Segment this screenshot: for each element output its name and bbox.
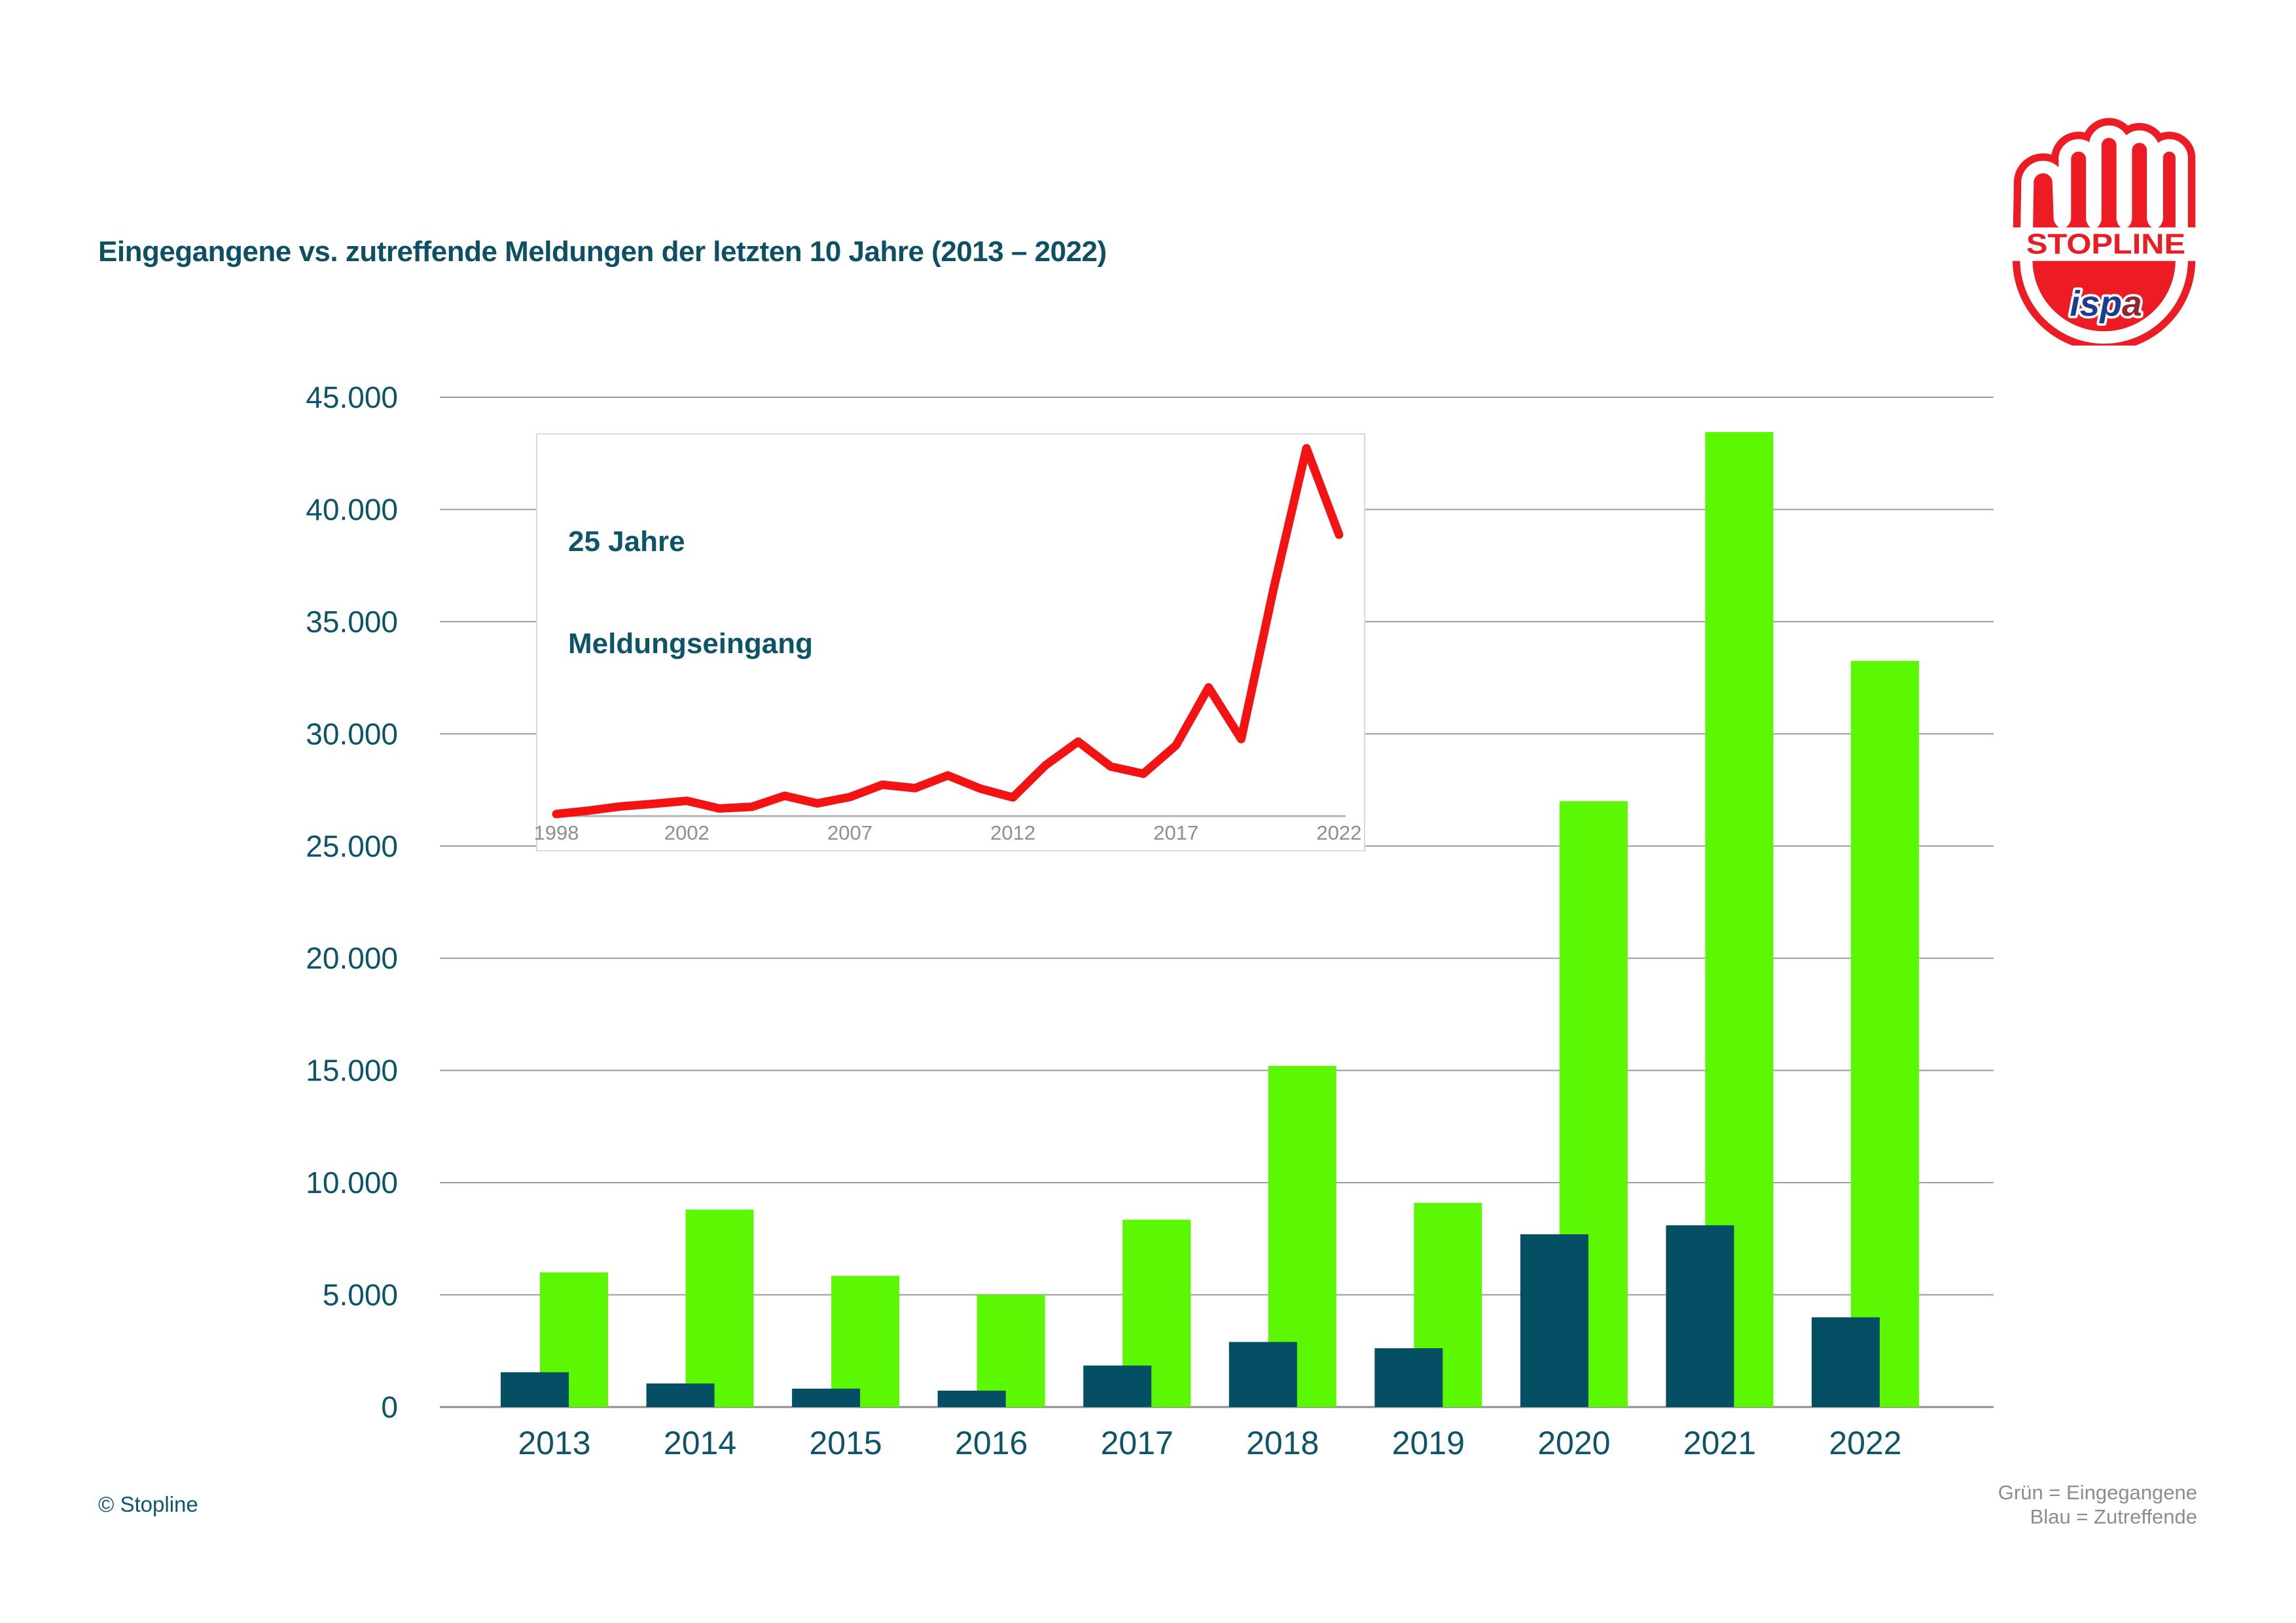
logo-ispa-prefix: isp bbox=[2070, 283, 2122, 323]
legend-green-line: Grün = Eingegangene bbox=[1998, 1481, 2197, 1504]
inset-chart-title: 25 Jahre Meldungseingang bbox=[568, 457, 813, 695]
inset-line-meldungseingang bbox=[552, 444, 1344, 819]
y-axis-label-10.000: 10.000 bbox=[306, 1166, 398, 1200]
bar-eingegangene-2022 bbox=[1850, 660, 1919, 1407]
page-title: Eingegangene vs. zutreffende Meldungen d… bbox=[98, 236, 1107, 268]
logo-stopline-label: STOPLINE bbox=[2026, 228, 2185, 260]
x-axis-label-2017: 2017 bbox=[1101, 1425, 1174, 1461]
x-axis-label-2016: 2016 bbox=[955, 1425, 1028, 1461]
bar-zutreffende-2022 bbox=[1811, 1317, 1880, 1407]
x-axis-label-2013: 2013 bbox=[518, 1425, 590, 1461]
x-axis-label-2021: 2021 bbox=[1683, 1425, 1756, 1461]
y-axis-label-25.000: 25.000 bbox=[306, 829, 398, 863]
bar-zutreffende-2014 bbox=[646, 1383, 715, 1407]
bar-zutreffende-2015 bbox=[792, 1388, 861, 1407]
logo-ispa-label: ispa bbox=[2070, 283, 2142, 323]
bar-zutreffende-2017 bbox=[1083, 1365, 1152, 1407]
bar-zutreffende-2018 bbox=[1229, 1342, 1297, 1407]
inset-x-label-2002: 2002 bbox=[664, 821, 709, 844]
y-axis-label-20.000: 20.000 bbox=[306, 941, 398, 975]
x-axis-label-2022: 2022 bbox=[1829, 1425, 1901, 1461]
y-axis-label-0: 0 bbox=[381, 1390, 398, 1424]
bar-eingegangene-2014 bbox=[685, 1209, 754, 1407]
bar-zutreffende-2021 bbox=[1666, 1225, 1734, 1407]
inset-title-line1: 25 Jahre bbox=[568, 526, 685, 558]
inset-x-label-2017: 2017 bbox=[1153, 821, 1198, 844]
inset-x-label-2022: 2022 bbox=[1316, 821, 1361, 844]
logo-text-band bbox=[2013, 227, 2199, 261]
copyright-note: © Stopline bbox=[98, 1492, 198, 1516]
bar-eingegangene-2016 bbox=[977, 1294, 1045, 1407]
x-axis-label-2020: 2020 bbox=[1537, 1425, 1610, 1461]
stopline-logo: STOPLINE ispa bbox=[2013, 118, 2199, 346]
inset-panel bbox=[536, 433, 1365, 851]
y-axis-label-40.000: 40.000 bbox=[306, 492, 398, 526]
inset-x-label-2007: 2007 bbox=[827, 821, 872, 844]
x-axis-label-2019: 2019 bbox=[1392, 1425, 1465, 1461]
bar-eingegangene-2015 bbox=[831, 1275, 900, 1407]
bar-zutreffende-2020 bbox=[1520, 1234, 1588, 1407]
logo-ispa-last: a bbox=[2122, 283, 2142, 323]
x-axis-label-2015: 2015 bbox=[809, 1425, 882, 1461]
legend-blue-line: Blau = Zutreffende bbox=[2030, 1505, 2197, 1528]
bar-zutreffende-2019 bbox=[1374, 1348, 1443, 1407]
x-axis-label-2014: 2014 bbox=[664, 1425, 736, 1461]
bar-zutreffende-2016 bbox=[937, 1390, 1006, 1407]
bar-zutreffende-2013 bbox=[501, 1372, 569, 1407]
x-axis-label-2018: 2018 bbox=[1246, 1425, 1319, 1461]
y-axis-label-45.000: 45.000 bbox=[306, 380, 398, 414]
y-axis-label-5.000: 5.000 bbox=[323, 1278, 398, 1312]
color-legend: Grün = Eingegangene Blau = Zutreffende bbox=[1998, 1480, 2197, 1529]
y-axis-label-15.000: 15.000 bbox=[306, 1054, 398, 1088]
y-axis-label-35.000: 35.000 bbox=[306, 605, 398, 639]
y-axis-label-30.000: 30.000 bbox=[306, 717, 398, 751]
inset-x-label-1998: 1998 bbox=[534, 821, 579, 844]
inset-title-line2: Meldungseingang bbox=[568, 628, 813, 660]
inset-x-label-2012: 2012 bbox=[990, 821, 1035, 844]
